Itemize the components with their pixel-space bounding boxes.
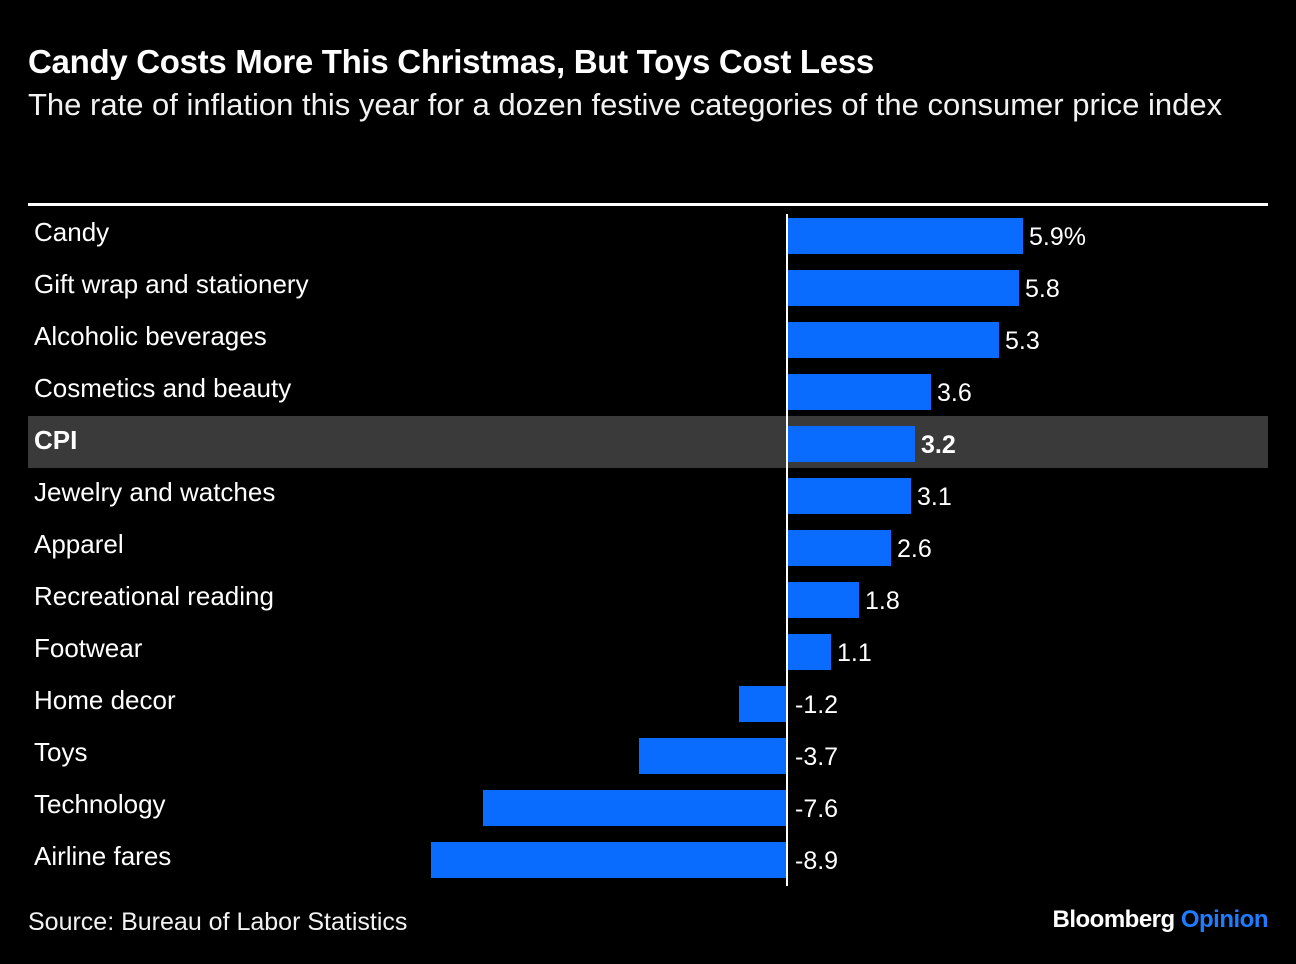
highlight-row-background: [28, 416, 1268, 468]
value-label: 2.6: [897, 535, 932, 563]
category-label: Candy: [34, 217, 109, 247]
bar: [787, 218, 1023, 254]
category-label: Toys: [34, 737, 87, 767]
bar: [431, 842, 787, 878]
value-label: 1.1: [837, 639, 872, 667]
value-label: 3.1: [917, 483, 952, 511]
category-label: Recreational reading: [34, 581, 274, 611]
bar: [787, 478, 911, 514]
category-label: Apparel: [34, 529, 124, 559]
bar: [739, 686, 787, 722]
value-label: 3.2: [921, 431, 956, 459]
category-label: Technology: [34, 789, 166, 819]
brand-primary: Bloomberg: [1052, 906, 1176, 933]
value-label: -3.7: [795, 743, 838, 771]
category-label: Alcoholic beverages: [34, 321, 267, 351]
source-note: Source: Bureau of Labor Statistics: [28, 908, 408, 936]
category-label: CPI: [34, 425, 77, 455]
value-label: 5.8: [1025, 275, 1060, 303]
bar: [787, 374, 931, 410]
bar: [787, 322, 999, 358]
value-label: -7.6: [795, 795, 838, 823]
bar: [787, 270, 1019, 306]
bloomberg-opinion-logo: Bloomberg Opinion: [1053, 904, 1269, 936]
value-label: -1.2: [795, 691, 838, 719]
value-label: -8.9: [795, 847, 838, 875]
value-label: 5.9%: [1029, 223, 1086, 251]
value-label: 3.6: [937, 379, 972, 407]
bar: [483, 790, 787, 826]
bar: [787, 634, 831, 670]
value-label: 1.8: [865, 587, 900, 615]
bar: [787, 530, 891, 566]
top-rule: [28, 203, 1268, 206]
category-label: Home decor: [34, 685, 176, 715]
chart-subtitle: The rate of inflation this year for a do…: [28, 87, 1223, 122]
bar: [639, 738, 787, 774]
chart-title: Candy Costs More This Christmas, But Toy…: [28, 43, 874, 80]
category-label: Cosmetics and beauty: [34, 373, 291, 403]
category-label: Footwear: [34, 633, 143, 663]
bar: [787, 426, 915, 462]
category-label: Airline fares: [34, 841, 171, 871]
brand-secondary: Opinion: [1180, 906, 1269, 933]
value-label: 5.3: [1005, 327, 1040, 355]
bar: [787, 582, 859, 618]
category-label: Jewelry and watches: [34, 477, 275, 507]
category-label: Gift wrap and stationery: [34, 269, 309, 299]
